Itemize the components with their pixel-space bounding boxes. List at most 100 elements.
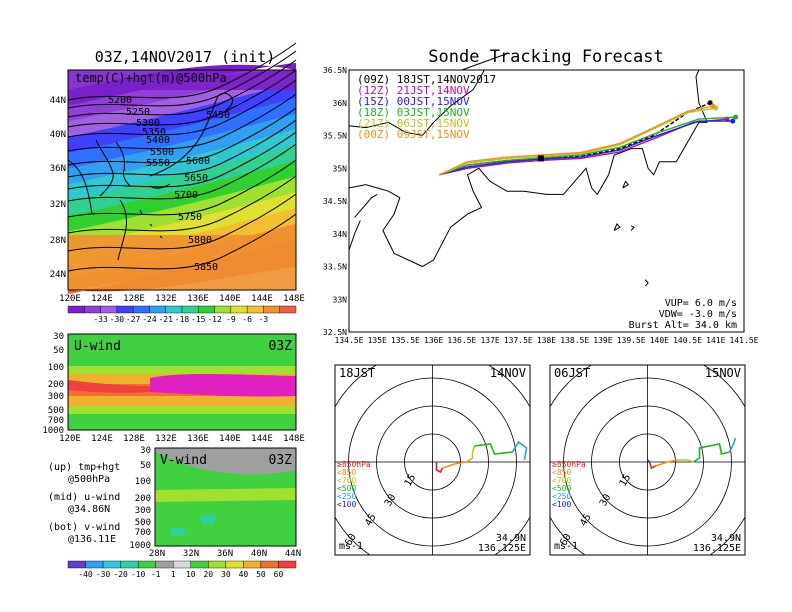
hodograph-legend-entry: <700 (337, 476, 356, 485)
contour-label: 5800 (188, 235, 212, 246)
vwind-negative (155, 448, 296, 475)
track-lat-tick: 32.5N (323, 328, 347, 337)
colorbar-cell (214, 305, 232, 314)
contour-line (67, 79, 297, 138)
hodograph-trace (728, 437, 737, 453)
track-lat-tick: 34N (333, 230, 348, 239)
colorbar-label: -6 (242, 315, 252, 324)
colorbar-label: -10 (131, 570, 146, 579)
coast-segment (354, 193, 378, 218)
uwind-lon-tick: 128E (123, 434, 145, 444)
uwind-frame (67, 333, 297, 431)
colorbar-cell (120, 560, 139, 569)
right-title: Sonde Tracking Forecast (428, 47, 663, 67)
uwind-band (68, 414, 296, 430)
track-end-point (733, 114, 739, 120)
temp-band (68, 129, 296, 202)
track-line (439, 105, 714, 176)
track-lat-tick: 35N (333, 164, 348, 173)
track-lat-tick: 36.5N (323, 66, 347, 75)
contour-line (67, 159, 297, 218)
uwind-pressure-tick: 1000 (42, 426, 64, 436)
colorbar-label: 40 (239, 570, 249, 579)
vwind-pressure-tick: 1000 (129, 541, 151, 551)
colorbar-cell (260, 560, 279, 569)
hodograph-lon: 136.125E (693, 543, 741, 554)
map-lon-tick: 120E (59, 294, 81, 304)
track-lon-tick: 134.5E (335, 336, 364, 345)
colorbar-label: -27 (126, 315, 141, 324)
contour-line (67, 119, 297, 178)
hodograph-lat: 34.9N (711, 533, 741, 544)
hodograph-legend-entry: <850 (552, 468, 571, 477)
uwind-lon-tick: 144E (251, 434, 273, 444)
contour-line (67, 59, 297, 118)
track-line (439, 120, 733, 176)
contour-line (67, 50, 297, 109)
colorbar-label: -3 (259, 315, 269, 324)
coast-segment (644, 279, 649, 287)
height-contours (67, 42, 297, 272)
contour-line (67, 69, 297, 128)
colorbar-label: -9 (226, 315, 236, 324)
hodograph-unit: ms-1 (554, 541, 578, 552)
track-lon-tick: 139E (593, 336, 612, 345)
vwind-pressure-tick: 500 (135, 518, 151, 528)
map-lon-tick: 132E (155, 294, 177, 304)
track-end-point (730, 118, 736, 124)
colorbar-cell (67, 560, 86, 569)
contour-label: 5200 (108, 95, 132, 106)
uwind-pressure-tick: 200 (48, 380, 64, 390)
uwind-band (68, 406, 296, 414)
track-lon-tick: 137E (480, 336, 499, 345)
colorbar-cell (85, 560, 104, 569)
colorbar-cell (84, 305, 101, 314)
vwind-pressure-tick: 300 (135, 506, 151, 516)
map-lat-tick: 28N (50, 236, 66, 246)
track-legend-entry: (21Z) 06JST,15NOV (357, 117, 470, 130)
note-up-level: @500hPa (68, 474, 110, 485)
param-vdw: VDW= -3.0 m/s (659, 309, 737, 320)
vwind-pressure-tick: 700 (135, 528, 151, 538)
track-legend-entry: (18Z) 03JST,15NOV (357, 106, 470, 119)
hodograph-ring-label: 45 (578, 512, 594, 528)
map-lon-tick: 128E (123, 294, 145, 304)
track-lat-tick: 34.5N (323, 197, 347, 206)
colorbar-cell (132, 305, 150, 314)
coast-segment (630, 225, 635, 231)
map-lon-tick: 148E (283, 294, 305, 304)
coast-segment (117, 199, 127, 261)
track-legend-entry: (12Z) 21JST,14NOV (357, 84, 470, 97)
hodograph-legend-entry: ≥850hPa (337, 460, 371, 469)
track-lon-tick: 140.5E (673, 336, 702, 345)
panel-notes: (up) tmp+hgt @500hPa (mid) u-wind @34.86… (48, 462, 120, 545)
coast-segment (466, 121, 708, 208)
uwind-time: 03Z (269, 339, 293, 354)
contour-label: 5650 (184, 173, 208, 184)
vwind-frame (154, 447, 297, 547)
map-lon-tick: 140E (219, 294, 241, 304)
contour-label: 5250 (126, 107, 150, 118)
contour-label: 5350 (142, 127, 166, 138)
colorbar-label: 20 (203, 570, 213, 579)
contour-line (67, 175, 297, 234)
vwind-patch (200, 514, 216, 524)
vwind-pressure-tick: 30 (140, 446, 151, 456)
param-vup: VUP= 6.0 m/s (665, 298, 737, 309)
hodograph-trace (655, 459, 678, 467)
colorbar-label: 50 (256, 570, 266, 579)
hodograph-date: 14NOV (490, 366, 526, 380)
map-lon-tick: 144E (251, 294, 273, 304)
colorbar-cell (155, 560, 174, 569)
vwind-pressure-tick: 200 (135, 494, 151, 504)
colorbar-cell (100, 305, 118, 314)
hodograph-trace (693, 443, 730, 463)
hodograph-date: 15NOV (705, 366, 741, 380)
vwind-field (155, 448, 296, 546)
contour-label: 5600 (186, 156, 210, 167)
hodograph-legend-entry: <500 (337, 484, 356, 493)
hodograph-legend-entry: <500 (552, 484, 571, 493)
uwind-pressure-tick: 700 (48, 416, 64, 426)
track-lon-tick: 141E (706, 336, 725, 345)
